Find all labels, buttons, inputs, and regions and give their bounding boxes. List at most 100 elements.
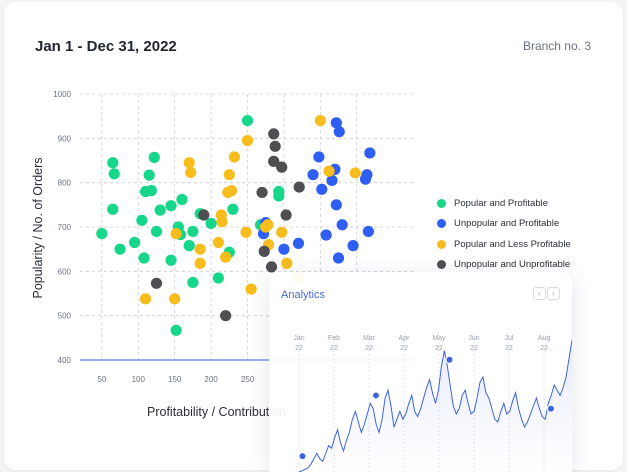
scatter-point[interactable] — [269, 140, 281, 152]
scatter-point[interactable] — [278, 243, 290, 255]
scatter-point[interactable] — [148, 151, 160, 163]
legend-item[interactable]: Unpopular and Profitable — [437, 214, 571, 235]
scatter-point[interactable] — [150, 225, 163, 238]
month-year-label: 22 — [330, 345, 338, 352]
y-tick-label: 900 — [58, 134, 72, 143]
scatter-point[interactable] — [256, 186, 268, 199]
scatter-point[interactable] — [212, 272, 224, 284]
scatter-point[interactable] — [107, 203, 119, 215]
scatter-point[interactable] — [241, 115, 254, 127]
scatter-point[interactable] — [194, 257, 206, 269]
scatter-point[interactable] — [330, 117, 342, 129]
month-label: Aug — [538, 335, 551, 342]
scatter-point[interactable] — [241, 134, 254, 147]
scatter-point[interactable] — [228, 151, 240, 163]
scatter-point[interactable] — [333, 126, 345, 138]
scatter-point[interactable] — [183, 157, 195, 169]
line-marker[interactable] — [371, 391, 381, 400]
scatter-point[interactable] — [292, 237, 305, 250]
scatter-point[interactable] — [183, 240, 195, 252]
scatter-point[interactable] — [205, 217, 217, 230]
scatter-point[interactable] — [364, 147, 376, 159]
month-label: Jun — [468, 335, 479, 342]
scatter-point[interactable] — [198, 209, 210, 221]
scatter-point[interactable] — [176, 193, 188, 206]
scatter-point[interactable] — [313, 151, 325, 163]
scatter-point[interactable] — [276, 161, 288, 173]
scatter-point[interactable] — [268, 128, 280, 140]
line-marker[interactable] — [546, 404, 556, 413]
scatter-point[interactable] — [96, 228, 108, 240]
scatter-point[interactable] — [361, 169, 373, 181]
chevron-right-icon[interactable]: › — [547, 287, 560, 300]
legend-item[interactable]: Popular and Less Profitable — [437, 234, 571, 255]
scatter-point[interactable] — [349, 167, 361, 179]
legend-item[interactable]: Popular and Profitable — [437, 193, 571, 214]
scatter-point[interactable] — [145, 185, 157, 197]
scatter-point[interactable] — [114, 243, 126, 255]
scatter-point[interactable] — [129, 236, 141, 249]
scatter-point[interactable] — [323, 165, 335, 177]
month-year-label: 22 — [540, 345, 548, 352]
scatter-point[interactable] — [307, 169, 319, 181]
line-marker[interactable] — [298, 451, 307, 461]
chevron-left-icon[interactable]: ‹ — [533, 287, 546, 300]
scatter-point[interactable] — [223, 169, 235, 181]
scatter-point[interactable] — [320, 229, 332, 241]
scatter-point[interactable] — [316, 183, 328, 195]
scatter-point[interactable] — [276, 226, 288, 238]
legend-label: Popular and Profitable — [454, 197, 549, 209]
legend-label: Unpopular and Unprofitable — [454, 259, 571, 271]
scatter-point[interactable] — [139, 293, 152, 305]
scatter-point[interactable] — [185, 166, 197, 179]
scatter-point[interactable] — [220, 251, 232, 263]
scatter-point[interactable] — [330, 199, 342, 211]
y-tick-label: 800 — [58, 179, 72, 188]
legend-item[interactable]: Unpopular and Unprofitable — [437, 255, 571, 276]
scatter-point[interactable] — [136, 214, 148, 226]
month-label: Feb — [328, 335, 340, 342]
scatter-point[interactable] — [362, 225, 374, 238]
scatter-point[interactable] — [293, 181, 305, 193]
scatter-point[interactable] — [280, 209, 292, 221]
scatter-point[interactable] — [212, 236, 224, 249]
month-year-label: 22 — [505, 345, 513, 352]
x-tick-label: 100 — [132, 375, 146, 384]
scatter-point[interactable] — [170, 324, 182, 336]
scatter-point[interactable] — [314, 115, 326, 127]
line-marker[interactable] — [445, 355, 454, 365]
scatter-point[interactable] — [347, 240, 359, 252]
scatter-point[interactable] — [220, 310, 232, 322]
scatter-point[interactable] — [194, 243, 206, 255]
scatter-point[interactable] — [258, 245, 270, 257]
scatter-point[interactable] — [216, 216, 228, 228]
scatter-point[interactable] — [281, 257, 293, 269]
scatter-point[interactable] — [169, 293, 181, 305]
scatter-point[interactable] — [332, 252, 345, 264]
scatter-point[interactable] — [143, 169, 155, 181]
scatter-point[interactable] — [165, 200, 177, 212]
scatter-point[interactable] — [262, 219, 274, 231]
scatter-point[interactable] — [326, 174, 338, 187]
scatter-point[interactable] — [165, 254, 177, 266]
scatter-point[interactable] — [107, 157, 119, 169]
scatter-point[interactable] — [227, 203, 239, 215]
legend-label: Popular and Less Profitable — [454, 238, 571, 250]
scatter-point[interactable] — [108, 168, 120, 180]
scatter-point[interactable] — [150, 277, 163, 289]
scatter-point[interactable] — [138, 252, 150, 264]
scatter-point[interactable] — [273, 185, 285, 198]
scatter-point[interactable] — [268, 155, 280, 167]
scatter-point[interactable] — [240, 226, 252, 238]
legend: Popular and Profitable Unpopular and Pro… — [437, 193, 571, 275]
scatter-point[interactable] — [154, 204, 166, 216]
analytics-panel: Analytics ‹ › Jan 22 Feb 22 Mar 22 Apr 22 May 22 J… — [269, 272, 572, 472]
scatter-point[interactable] — [170, 228, 182, 240]
scatter-point[interactable] — [225, 185, 238, 197]
scatter-point[interactable] — [336, 219, 348, 231]
scatter-point[interactable] — [245, 283, 257, 295]
scatter-point[interactable] — [187, 276, 199, 289]
scatter-point[interactable] — [187, 225, 199, 238]
scatter-point[interactable] — [265, 261, 278, 273]
